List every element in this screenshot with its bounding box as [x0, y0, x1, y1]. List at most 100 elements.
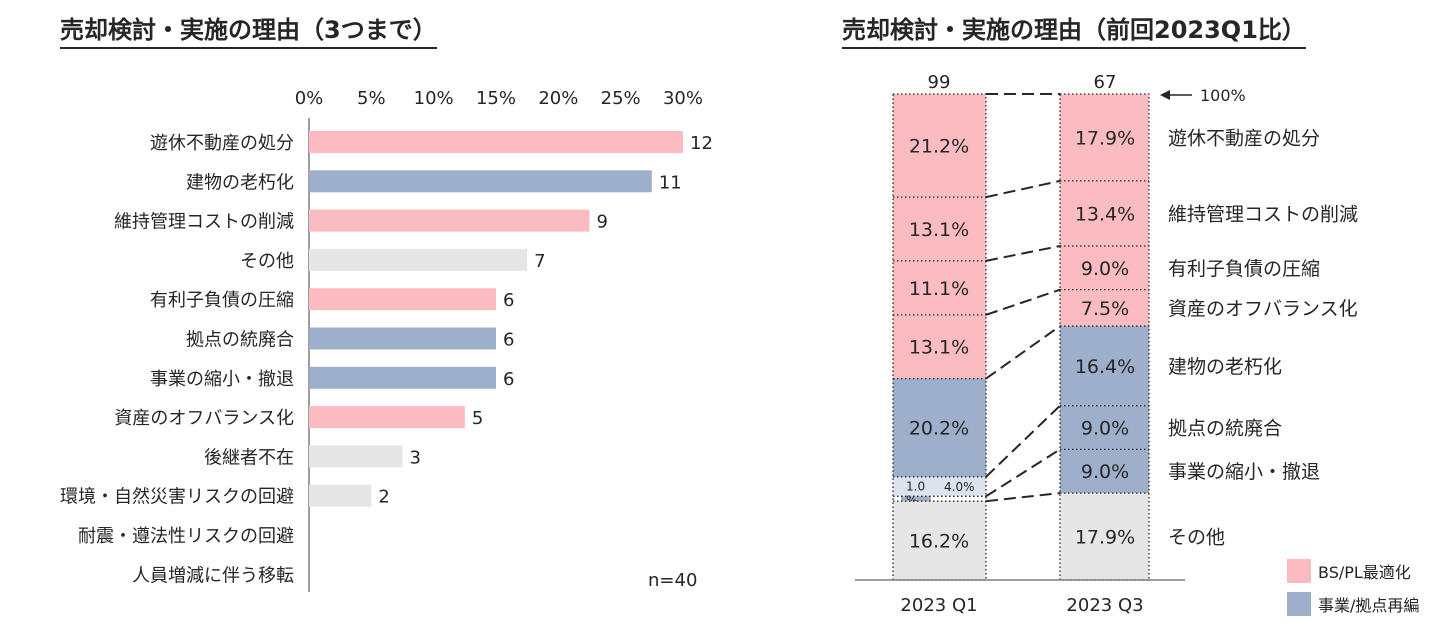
stacked-segment — [1060, 449, 1149, 494]
segment-value-label: 1.0% — [906, 479, 925, 507]
column-total-label: 67 — [1094, 72, 1117, 93]
series-label: 維持管理コストの削減 — [1168, 203, 1358, 225]
x-tick-label: 0% — [295, 88, 324, 109]
bar — [309, 209, 590, 232]
stacked-segment — [893, 501, 986, 580]
bar-value-label: 6 — [503, 369, 514, 390]
legend-label: BS/PL最適化 — [1318, 563, 1411, 582]
bar — [309, 366, 496, 389]
total-arrow-head — [1160, 90, 1170, 100]
segment-bg — [893, 476, 986, 497]
stacked-segment — [1060, 405, 1149, 450]
series-label: 建物の老朽化 — [1168, 356, 1282, 378]
stacked-segment — [893, 260, 986, 315]
stacked-segment — [901, 496, 931, 502]
bar — [309, 445, 403, 468]
stacked-segment — [893, 197, 986, 261]
column-outline — [1059, 93, 1150, 581]
legend-label: 事業/拠点再編 — [1318, 596, 1419, 615]
segment-value-label: 17.9% — [1075, 127, 1135, 149]
series-label: その他 — [1168, 527, 1225, 549]
stacked-segment — [1060, 245, 1149, 290]
bar — [309, 248, 528, 271]
bar — [309, 131, 683, 153]
x-category-label: 2023 Q1 — [900, 595, 977, 616]
stacked-segment — [893, 314, 986, 379]
segment-value-label: 16.4% — [1075, 356, 1135, 378]
connector-line — [985, 448, 1061, 498]
segment-value-label: 7.5% — [1081, 298, 1129, 320]
bar-chart-reasons: 0% 5% 10% 15% 20% 25% 30% 遊休不動産の処分 12 建物の老朽化 11 維持管… — [60, 88, 713, 592]
x-tick-label: 5% — [357, 88, 386, 109]
connector-line — [985, 492, 1061, 503]
series-label: 有利子負債の圧縮 — [1168, 258, 1320, 280]
category-label: 事業の縮小・撤退 — [150, 369, 294, 390]
total-marker-label: 100% — [1200, 86, 1246, 105]
segment-value-label: 21.2% — [909, 136, 969, 158]
bar — [309, 327, 496, 350]
category-label: 耐震・遵法性リスクの回避 — [78, 526, 294, 547]
left-chart-title: 売却検討・実施の理由（3つまで） — [60, 10, 437, 49]
category-label: 有利子負債の圧縮 — [150, 290, 294, 311]
segment-value-label: 20.2% — [909, 418, 969, 440]
category-label: 維持管理コストの削減 — [114, 212, 294, 233]
bar-value-label: 3 — [410, 447, 421, 468]
series-label: 資産のオフバランス化 — [1168, 298, 1358, 320]
bar — [309, 406, 465, 429]
stacked-segment — [1060, 180, 1149, 246]
bar — [309, 484, 372, 507]
segment-value-label: 11.1% — [909, 278, 969, 300]
segment-value-label: 17.9% — [1075, 527, 1135, 549]
stacked-segment — [893, 94, 986, 198]
category-label: 人員増減に伴う移転 — [132, 565, 294, 586]
category-label: その他 — [240, 251, 294, 272]
stacked-segment — [1060, 94, 1149, 181]
sample-size-label: n=40 — [648, 570, 697, 591]
stacked-segment — [1060, 289, 1149, 327]
category-label: 環境・自然災害リスクの回避 — [60, 487, 294, 508]
series-label: 拠点の統廃合 — [1168, 418, 1282, 440]
bar — [309, 288, 496, 311]
connector-line — [985, 325, 1061, 380]
connector-line — [985, 404, 1061, 478]
bar-value-label: 6 — [503, 330, 514, 351]
bar-value-label: 12 — [690, 133, 713, 154]
segment-value-label: 9.0% — [1081, 461, 1129, 483]
segment-bg — [893, 496, 986, 502]
right-chart-title: 売却検討・実施の理由（前回2023Q1比） — [842, 10, 1306, 49]
connector-line — [985, 179, 1061, 199]
segment-value-label: 16.2% — [909, 531, 969, 553]
bar-value-label: 7 — [534, 251, 545, 272]
x-tick-label: 30% — [663, 88, 703, 109]
category-label: 後継者不在 — [204, 447, 294, 468]
series-label: 遊休不動産の処分 — [1168, 127, 1320, 149]
legend-swatch — [1287, 592, 1311, 616]
x-tick-label: 10% — [414, 88, 454, 109]
bar-value-label: 5 — [472, 408, 483, 429]
category-label: 拠点の統廃合 — [186, 330, 294, 351]
segment-value-label: 4.0% — [944, 480, 975, 494]
connector-line — [985, 244, 1061, 262]
series-label: 事業の縮小・撤退 — [1168, 461, 1320, 483]
bar-value-label: 9 — [597, 212, 608, 233]
segment-value-label: 9.0% — [1081, 258, 1129, 280]
legend-swatch — [1287, 559, 1311, 583]
bar-value-label: 11 — [659, 172, 682, 193]
stacked-segment — [1060, 493, 1149, 580]
segment-value-label: 13.1% — [909, 219, 969, 241]
x-tick-label: 20% — [538, 88, 578, 109]
category-label: 建物の老朽化 — [186, 172, 294, 193]
segment-value-label: 9.0% — [1081, 418, 1129, 440]
bar-value-label: 2 — [378, 487, 389, 508]
category-label: 遊休不動産の処分 — [150, 133, 294, 154]
x-category-label: 2023 Q3 — [1066, 595, 1143, 616]
stacked-segment — [893, 476, 986, 497]
connector-line — [985, 288, 1061, 316]
segment-value-label: 13.4% — [1075, 203, 1135, 225]
bar — [309, 170, 652, 193]
bar-value-label: 6 — [503, 290, 514, 311]
x-tick-label: 15% — [476, 88, 516, 109]
stacked-segment — [893, 378, 986, 477]
x-tick-label: 25% — [601, 88, 641, 109]
